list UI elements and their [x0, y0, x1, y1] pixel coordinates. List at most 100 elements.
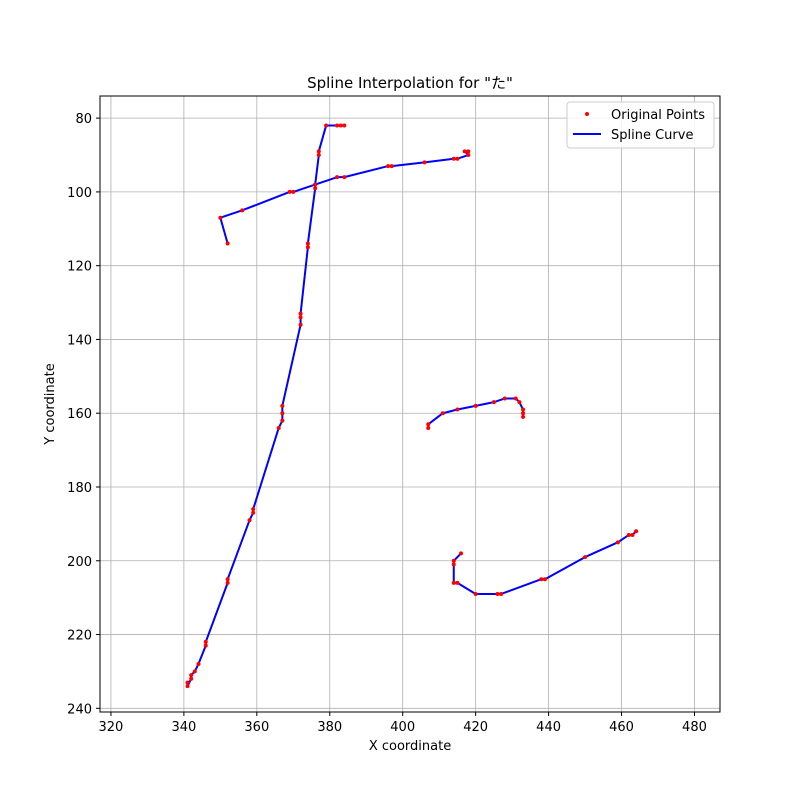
- x-tick-label: 380: [317, 720, 342, 735]
- y-tick-label: 140: [67, 333, 92, 348]
- original-point: [513, 396, 518, 401]
- original-point: [583, 555, 588, 560]
- original-point: [422, 160, 427, 165]
- original-point: [338, 123, 343, 128]
- original-point: [342, 175, 347, 180]
- y-tick-label: 120: [67, 260, 92, 275]
- original-point: [280, 411, 285, 416]
- y-axis-ticks: 80 100 120 140 160 180 200 220 240: [67, 112, 100, 717]
- original-point: [462, 149, 467, 154]
- original-point: [473, 591, 478, 596]
- original-point: [305, 241, 310, 246]
- original-point: [251, 510, 256, 515]
- original-point: [316, 149, 321, 154]
- original-point: [203, 639, 208, 644]
- plot-frame: [99, 95, 721, 713]
- x-tick-label: 440: [536, 720, 561, 735]
- x-axis-ticks: 320 340 360 380 400 420 440 460 480: [99, 712, 707, 735]
- original-point: [276, 425, 281, 430]
- chart-title: Spline Interpolation for "た": [307, 74, 513, 92]
- legend: Original Points Spline Curve: [566, 101, 715, 149]
- y-tick-label: 220: [67, 629, 92, 644]
- original-point: [466, 153, 471, 158]
- legend-label-original-points: Original Points: [611, 108, 705, 123]
- original-point: [291, 189, 296, 194]
- original-point: [459, 551, 464, 556]
- original-point: [298, 315, 303, 320]
- original-point: [316, 153, 321, 158]
- x-tick-label: 360: [244, 720, 269, 735]
- original-point: [499, 591, 504, 596]
- original-point: [218, 215, 223, 220]
- original-point: [251, 507, 256, 512]
- original-point: [502, 396, 507, 401]
- original-point: [426, 425, 431, 430]
- original-point: [196, 662, 201, 667]
- original-point: [389, 164, 394, 169]
- original-point: [634, 529, 639, 534]
- original-point: [280, 403, 285, 408]
- original-point: [455, 580, 460, 585]
- x-tick-label: 420: [463, 720, 488, 735]
- original-point: [313, 186, 318, 191]
- original-point: [192, 669, 197, 674]
- original-point: [298, 311, 303, 316]
- original-point: [630, 532, 635, 537]
- original-point: [517, 400, 522, 405]
- y-tick-label: 180: [67, 481, 92, 496]
- original-points: [185, 123, 639, 689]
- original-point: [521, 407, 526, 412]
- original-point: [473, 403, 478, 408]
- original-point: [386, 164, 391, 169]
- original-point: [451, 580, 456, 585]
- original-point: [225, 241, 230, 246]
- x-tick-label: 460: [609, 720, 634, 735]
- legend-point-marker: [585, 112, 589, 116]
- x-tick-label: 340: [171, 720, 196, 735]
- original-point: [298, 322, 303, 327]
- original-point: [185, 680, 190, 685]
- original-point: [495, 591, 500, 596]
- y-tick-label: 80: [75, 112, 92, 127]
- y-tick-label: 100: [67, 186, 92, 201]
- x-tick-label: 320: [99, 720, 124, 735]
- original-point: [189, 676, 194, 681]
- original-point: [225, 580, 230, 585]
- original-point: [280, 418, 285, 423]
- x-tick-label: 480: [682, 720, 707, 735]
- original-point: [626, 532, 631, 537]
- original-point: [451, 156, 456, 161]
- original-point: [335, 123, 340, 128]
- original-point: [466, 149, 471, 154]
- x-tick-label: 400: [390, 720, 415, 735]
- y-tick-label: 160: [67, 407, 92, 422]
- original-point: [539, 577, 544, 582]
- original-point: [451, 558, 456, 563]
- original-point: [324, 123, 329, 128]
- original-point: [185, 684, 190, 689]
- y-tick-label: 240: [67, 702, 92, 717]
- original-point: [225, 577, 230, 582]
- original-point: [203, 643, 208, 648]
- original-point: [313, 182, 318, 187]
- original-point: [521, 414, 526, 419]
- x-axis-label: X coordinate: [369, 739, 451, 754]
- original-point: [451, 562, 456, 567]
- original-point: [455, 407, 460, 412]
- original-point: [440, 411, 445, 416]
- original-point: [615, 540, 620, 545]
- original-point: [491, 400, 496, 405]
- y-axis-label: Y coordinate: [43, 363, 58, 445]
- original-point: [426, 422, 431, 427]
- legend-label-spline-curve: Spline Curve: [611, 128, 693, 143]
- original-point: [335, 175, 340, 180]
- legend-box: [566, 101, 715, 149]
- original-point: [342, 123, 347, 128]
- original-point: [521, 411, 526, 416]
- y-tick-label: 200: [67, 555, 92, 570]
- original-point: [287, 189, 292, 194]
- original-point: [542, 577, 547, 582]
- original-point: [305, 245, 310, 250]
- original-point: [455, 156, 460, 161]
